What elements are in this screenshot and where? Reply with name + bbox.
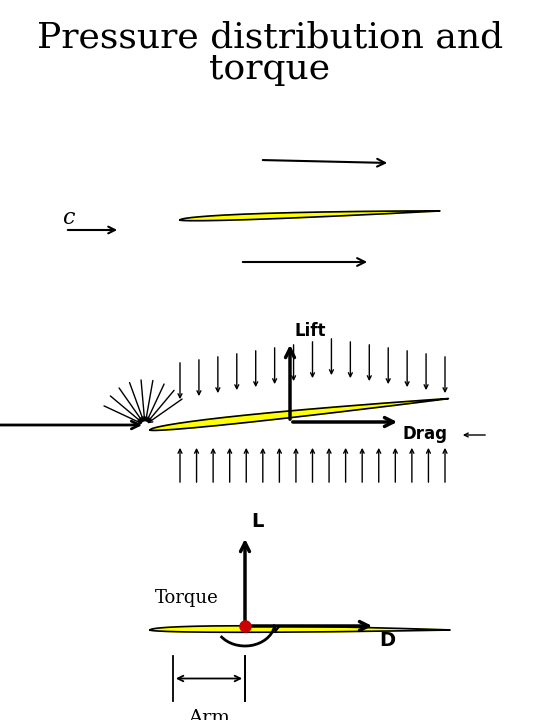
Text: Drag: Drag (403, 425, 448, 443)
Polygon shape (180, 211, 440, 221)
Text: torque: torque (210, 52, 330, 86)
Text: Torque: Torque (155, 589, 219, 607)
Text: L: L (251, 512, 264, 531)
Text: D: D (379, 631, 395, 649)
Text: Arm: Arm (188, 709, 230, 720)
Text: c: c (62, 207, 75, 229)
Text: Lift: Lift (294, 322, 326, 340)
Text: Pressure distribution and: Pressure distribution and (37, 20, 503, 54)
Polygon shape (150, 399, 448, 431)
Polygon shape (150, 626, 450, 632)
